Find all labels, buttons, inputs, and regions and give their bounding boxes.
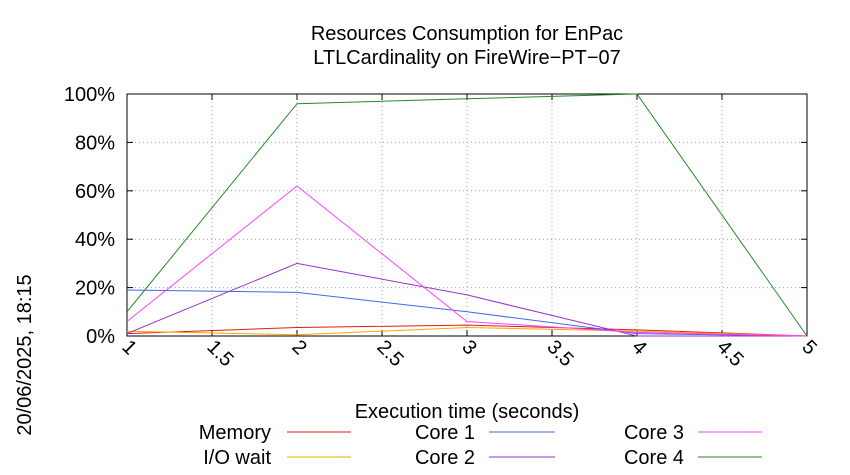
x-tick-label: 3	[457, 336, 480, 359]
legend-label-core-2: Core 2	[415, 447, 475, 469]
series-lines	[126, 93, 808, 337]
series-line-memory	[126, 324, 808, 337]
y-tick-label: 0%	[86, 326, 115, 348]
series-line-core-2	[126, 262, 807, 337]
y-tick-labels: 0% 20% 40% 60% 80% 100%	[64, 84, 115, 348]
x-tick-labels: 1 1.5 2 2.5 3 3.5 4 4.5 5	[117, 336, 820, 371]
y-tick-label: 40%	[75, 229, 115, 251]
y-tick-label: 60%	[75, 181, 115, 203]
chart-title-line-2: LTLCardinality on FireWire−PT−07	[313, 47, 621, 69]
x-tick-label: 3.5	[542, 336, 577, 371]
x-tick-label: 4	[627, 336, 650, 359]
legend-label-core-4: Core 4	[624, 447, 684, 469]
x-tick-label: 1.5	[202, 336, 237, 371]
x-tick-label: 4.5	[712, 336, 747, 371]
legend-label-memory: Memory	[199, 422, 271, 444]
chart-title-line-1: Resources Consumption for EnPac	[311, 23, 623, 45]
x-tick-label: 2	[287, 336, 310, 359]
legend-label-core-1: Core 1	[415, 422, 475, 444]
x-tick-label: 5	[797, 336, 820, 359]
x-axis-label: Execution time (seconds)	[355, 401, 580, 423]
series-line-core-3	[126, 185, 808, 337]
plot-frame	[126, 93, 808, 337]
timestamp-label: 20/06/2025, 18:15	[14, 274, 36, 435]
legend-label-core-3: Core 3	[624, 422, 684, 444]
y-tick-label: 100%	[64, 84, 115, 106]
grid-lines	[127, 94, 807, 336]
y-tick-label: 80%	[75, 132, 115, 154]
legend-label-i-o-wait: I/O wait	[203, 447, 271, 469]
series-line-core-1	[126, 289, 808, 337]
y-tick-label: 20%	[75, 278, 115, 300]
series-line-i-o-wait	[126, 326, 808, 337]
x-tick-label: 1	[117, 336, 140, 359]
x-tick-label: 2.5	[372, 336, 407, 371]
legend: Memory I/O wait Core 1 Core 2 Core 3 Core 4	[199, 422, 762, 469]
series-line-core-4	[126, 93, 808, 337]
